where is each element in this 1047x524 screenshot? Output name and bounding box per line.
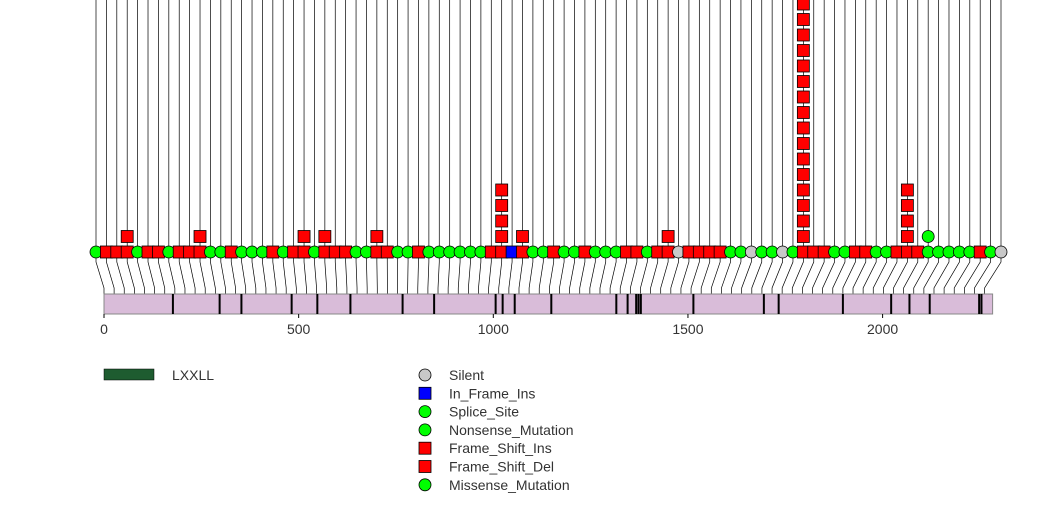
mutation-marker-frame-shift-ins[interactable] (495, 230, 509, 243)
legend-label-nonsense-mutation: Nonsense_Mutation (449, 422, 574, 438)
mutation-marker-frame-shift-ins[interactable] (193, 230, 207, 243)
legend-label-frame-shift-del: Frame_Shift_Del (449, 459, 554, 475)
mutation-connector (923, 252, 939, 294)
mutation-markers (89, 0, 1008, 259)
legend-marker-nonsense-mutation (418, 423, 432, 437)
legend-marker-frame-shift-ins (418, 441, 432, 455)
mutation-marker-frame-shift-ins[interactable] (120, 230, 134, 243)
mutation-connector (953, 252, 971, 294)
x-tick-label: 1000 (478, 321, 509, 337)
x-tick-label: 500 (287, 321, 311, 337)
motif-marks (171, 294, 983, 314)
mutation-marker-frame-shift-ins[interactable] (796, 106, 810, 119)
x-axis: 0 500 1000 1500 2000 (100, 314, 898, 337)
mutation-marker-frame-shift-ins[interactable] (796, 230, 810, 243)
mutation-marker-silent[interactable] (994, 245, 1008, 259)
legend-label-lxxll: LXXLL (172, 367, 214, 383)
mutation-marker-frame-shift-ins[interactable] (796, 75, 810, 88)
domain-legend: LXXLL (103, 367, 214, 383)
mutation-marker-frame-shift-ins[interactable] (900, 199, 914, 212)
mutation-marker-frame-shift-ins[interactable] (516, 230, 529, 243)
mutation-marker-frame-shift-ins[interactable] (495, 199, 509, 212)
mutation-marker-frame-shift-ins[interactable] (796, 199, 810, 212)
mutation-marker-frame-shift-ins[interactable] (495, 183, 509, 197)
protein-domain-bar (103, 293, 994, 315)
mutation-marker-frame-shift-ins[interactable] (297, 230, 311, 243)
legend-marker-splice-site (418, 405, 432, 419)
legend-label-splice-site: Splice_Site (449, 404, 519, 420)
mutation-legend: Silent In_Frame_Ins Splice_Site Nonsense_Mu… (418, 367, 574, 493)
mutation-marker-frame-shift-ins[interactable] (661, 230, 675, 243)
mutation-marker-frame-shift-ins[interactable] (796, 152, 810, 166)
mutation-connector (943, 252, 960, 294)
mutation-marker-frame-shift-ins[interactable] (318, 230, 332, 243)
legend-marker-missense-mutation (418, 478, 432, 492)
x-tick-label: 0 (100, 321, 108, 337)
mutation-connector (761, 252, 773, 294)
mutation-connector (781, 252, 794, 294)
legend-marker-silent (418, 368, 432, 382)
mutation-connector (751, 252, 763, 294)
mutation-marker-frame-shift-ins[interactable] (796, 59, 810, 73)
mutation-marker-frame-shift-ins[interactable] (495, 214, 509, 228)
mutation-connector (984, 252, 1002, 294)
mutation-marker-frame-shift-ins[interactable] (796, 183, 810, 197)
mutation-marker-frame-shift-ins[interactable] (900, 214, 914, 228)
mutation-marker-frame-shift-ins[interactable] (796, 121, 810, 135)
mutation-marker-frame-shift-ins[interactable] (796, 214, 810, 228)
mutation-marker-frame-shift-ins[interactable] (796, 137, 810, 150)
mutation-connector (731, 252, 742, 294)
mutation-connector (933, 252, 950, 294)
x-tick-label: 2000 (867, 321, 898, 337)
legend-label-missense-mutation: Missense_Mutation (449, 477, 570, 493)
mutation-marker-frame-shift-ins[interactable] (796, 44, 810, 57)
mutation-marker-frame-shift-ins[interactable] (796, 28, 810, 42)
legend-label-silent: Silent (449, 367, 484, 383)
legend-marker-frame-shift-del (418, 460, 432, 473)
mutation-marker-missense-mutation[interactable] (921, 230, 935, 243)
mutation-marker-frame-shift-ins[interactable] (796, 13, 810, 26)
mutation-marker-frame-shift-ins[interactable] (796, 168, 810, 181)
mutation-marker-frame-shift-ins[interactable] (370, 230, 384, 243)
mutation-marker-frame-shift-ins[interactable] (900, 230, 914, 243)
legend-swatch-lxxll (103, 368, 155, 381)
mutation-marker-frame-shift-ins[interactable] (900, 183, 914, 197)
legend-marker-in-frame-ins (418, 386, 432, 400)
legend-label-frame-shift-ins: Frame_Shift_Ins (449, 440, 552, 456)
mutation-stems (95, 0, 1002, 252)
x-tick-label: 1500 (672, 321, 703, 337)
mutation-marker-frame-shift-ins[interactable] (796, 0, 810, 11)
legend-label-in-frame-ins: In_Frame_Ins (449, 385, 535, 401)
mutation-marker-frame-shift-ins[interactable] (796, 90, 810, 104)
mutation-connector (771, 252, 783, 294)
mutation-connector (741, 252, 752, 294)
